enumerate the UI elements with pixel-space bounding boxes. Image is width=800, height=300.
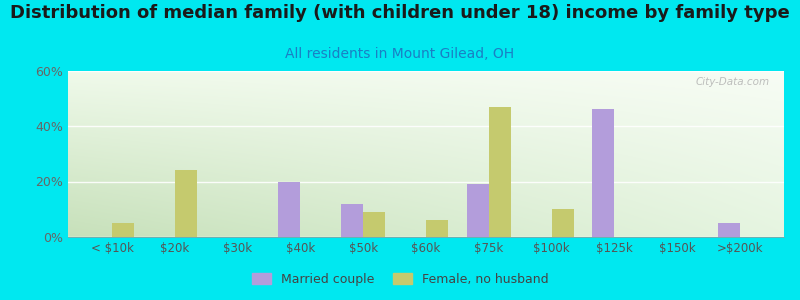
Bar (718, 223, 740, 237)
Bar (426, 220, 448, 237)
Legend: Married couple, Female, no husband: Married couple, Female, no husband (247, 268, 553, 291)
Bar (363, 212, 385, 237)
Bar (342, 204, 363, 237)
Text: City-Data.com: City-Data.com (695, 77, 770, 87)
Text: All residents in Mount Gilead, OH: All residents in Mount Gilead, OH (286, 46, 514, 61)
Bar (112, 223, 134, 237)
Bar (489, 106, 510, 237)
Bar (174, 170, 197, 237)
Bar (593, 110, 614, 237)
Bar (552, 209, 574, 237)
Text: Distribution of median family (with children under 18) income by family type: Distribution of median family (with chil… (10, 4, 790, 22)
Bar (467, 184, 489, 237)
Bar (278, 182, 300, 237)
